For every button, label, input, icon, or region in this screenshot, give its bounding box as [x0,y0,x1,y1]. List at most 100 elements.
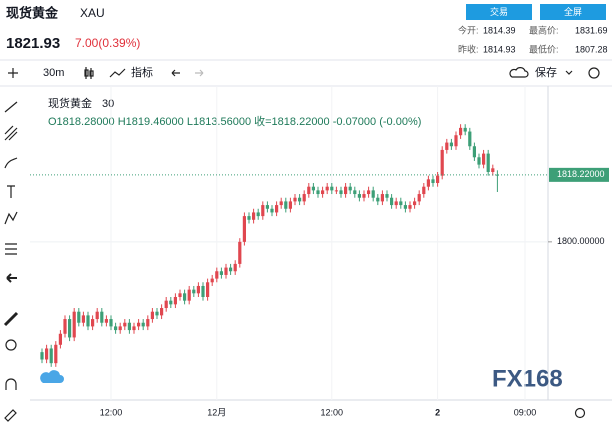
edit-tool[interactable] [4,409,17,422]
candle-body [95,311,99,320]
trade-button-label[interactable]: 交易 [490,6,508,17]
candle-body [408,205,412,209]
back-tool[interactable] [6,273,17,283]
cloud-icon[interactable] [509,67,529,78]
candle-body [463,127,467,132]
candle-body [371,190,375,198]
candle-body [367,190,371,195]
legend-name: 现货黄金 [48,96,92,110]
candle-body [86,315,90,327]
text-tool[interactable] [7,185,15,198]
candle-body [357,194,361,198]
magnet-tool[interactable] [5,378,17,390]
interval-button[interactable]: 30m [43,67,64,79]
candle-body [72,311,76,338]
candle-body [330,186,334,191]
candle-body [137,322,141,327]
fullscreen-button-label[interactable]: 全屏 [564,6,582,17]
candle-body [491,168,495,172]
settings-button[interactable] [588,67,600,79]
candle-body [353,190,357,195]
fib-tool[interactable] [4,125,18,141]
candle-body [275,205,279,213]
candle-body [54,344,58,364]
candle-body [252,212,256,220]
candle-body [206,282,210,297]
candle-body [238,241,242,264]
candle-body [100,311,104,323]
candle-body [192,289,196,294]
candle-body [215,271,219,279]
candle-body [477,157,481,165]
price-line-tag [549,167,609,182]
candle-body [348,186,352,191]
candle-body [417,194,421,202]
candle-body [164,300,168,309]
candle-body [459,127,463,136]
candle-body [321,190,325,195]
prediction-tool[interactable] [5,243,17,255]
candle-body [265,205,269,209]
candle-body [261,205,265,217]
x-tick-label: 09:00 [514,407,537,417]
y-tick-label: 1800.00000 [557,236,605,246]
candle-body [454,135,458,147]
candle-body [219,271,223,275]
candle-body [160,308,164,316]
legend-interval: 30 [102,98,114,110]
candle-body [307,186,311,195]
candle-body [431,179,435,184]
candle-body [298,197,302,202]
trade-button[interactable] [466,4,532,20]
brush-tool[interactable] [4,157,18,169]
candle-body [325,186,329,191]
x-tick-label: 12:00 [321,407,344,417]
candle-body [81,315,85,323]
candle-body [403,205,407,209]
fullscreen-button[interactable] [540,4,606,20]
last-price: 1821.93 [6,35,60,52]
candle-body [187,289,191,301]
candle-body [45,348,49,360]
redo-button[interactable] [195,69,204,77]
candle-body [68,319,72,338]
chart-settings[interactable] [574,407,586,419]
candle-body [472,146,476,158]
candle-body [284,201,288,209]
indicator-icon[interactable] [109,68,126,78]
candle-body [201,285,205,297]
pattern-tool[interactable] [4,211,18,225]
crosshair-tool[interactable] [8,68,18,78]
candle-body [150,311,154,320]
candle-body [224,267,228,275]
candle-body [247,216,251,220]
price-line-label: 1818.22000 [557,169,605,179]
measure-tool[interactable] [3,311,19,327]
undo-button[interactable] [171,69,180,77]
candle-body [390,197,394,206]
candle-body [486,153,490,172]
cloud-logo [40,370,64,383]
legend-ohlc: O1818.28000 H1819.46000 L1813.56000 收=18… [48,114,421,128]
candle-body [256,212,260,217]
candle-body [77,311,81,323]
chart-type-button[interactable] [84,67,94,79]
candle-body [399,201,403,206]
candle-body [422,186,426,195]
zoom-tool[interactable] [5,339,17,351]
save-menu[interactable] [565,70,573,75]
candle-body [155,311,159,316]
indicator-button[interactable]: 指标 [131,65,153,79]
trend-line-tool[interactable] [4,101,18,113]
candle-body [127,322,131,331]
save-button[interactable]: 保存 [535,65,557,79]
candle-body [445,142,449,150]
candle-body [169,300,173,305]
candle-body [146,319,150,327]
watermark: FX168 [492,365,563,392]
candle-body [109,319,113,327]
stat-value: 1807.28 [575,44,608,54]
candle-body [178,293,182,297]
candle-body [141,322,145,327]
